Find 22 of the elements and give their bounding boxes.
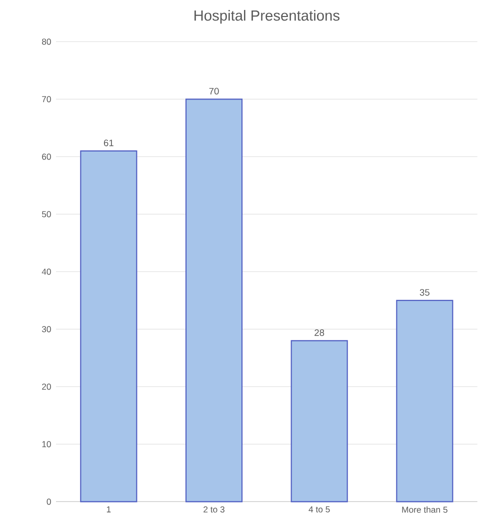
data-label: 35: [420, 289, 430, 296]
y-tick-label: 20: [42, 384, 51, 390]
x-tick-label: More than 5: [402, 506, 448, 513]
bar: [396, 300, 454, 502]
y-tick-label: 0: [46, 498, 51, 505]
bar: [80, 150, 138, 502]
y-tick-label: 50: [42, 211, 51, 218]
y-tick-label: 10: [42, 441, 51, 448]
bar: [290, 340, 348, 502]
chart-title: Hospital Presentations: [194, 10, 340, 24]
y-tick-label: 40: [42, 268, 51, 275]
y-tick-label: 30: [42, 326, 51, 332]
data-label: 28: [314, 329, 324, 336]
x-tick-label: 1: [106, 506, 111, 512]
y-tick-label: 70: [42, 96, 51, 102]
bar: [185, 98, 243, 502]
x-tick-label: 4 to 5: [308, 506, 330, 512]
data-label: 61: [104, 140, 114, 146]
y-tick-label: 80: [42, 38, 51, 45]
x-tick-label: 2 to 3: [204, 506, 224, 513]
data-label: 70: [209, 88, 219, 94]
y-tick-label: 60: [42, 154, 51, 160]
